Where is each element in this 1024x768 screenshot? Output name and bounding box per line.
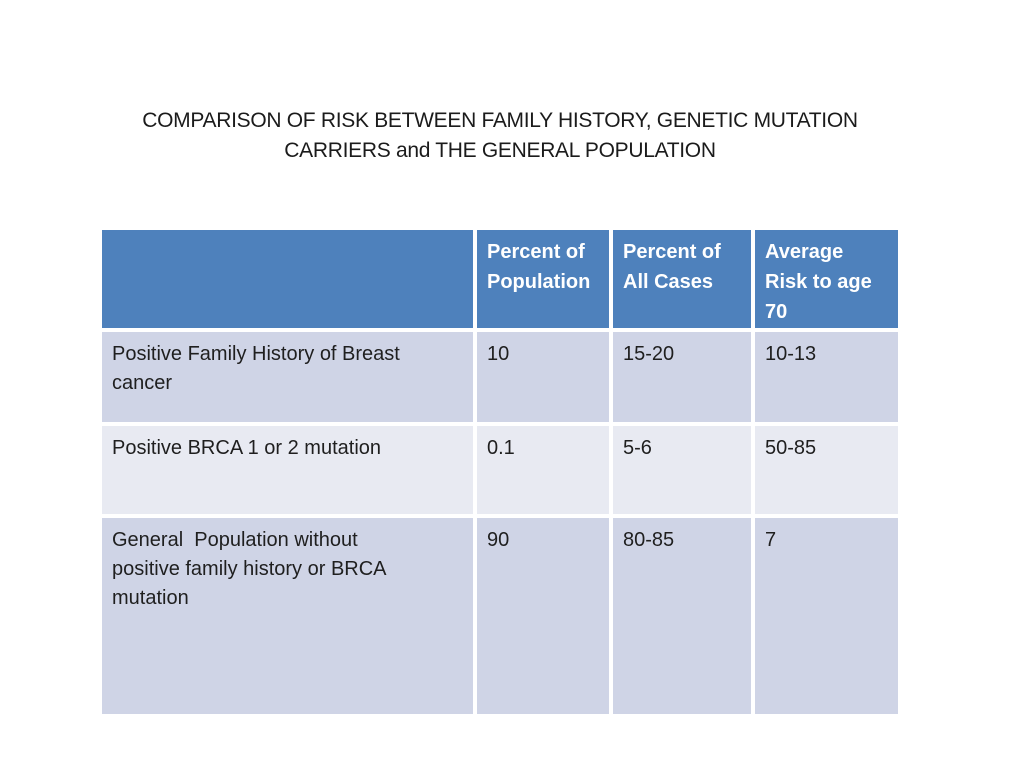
value-cell: 10	[477, 332, 609, 422]
row-label-cell-family-history: Positive Family History of Breast cancer	[102, 332, 473, 422]
comparison-table: Percent of Population Percent of All Cas…	[102, 230, 898, 714]
header-cell-row-label	[102, 230, 473, 328]
value-cell: 0.1	[477, 426, 609, 514]
row-label-cell-general-population: General Population without positive fami…	[102, 518, 473, 714]
value-cell: 50-85	[755, 426, 898, 514]
value-cell: 90	[477, 518, 609, 714]
value-cell: 5-6	[613, 426, 751, 514]
slide-title: COMPARISON OF RISK BETWEEN FAMILY HISTOR…	[142, 109, 858, 162]
value-cell: 7	[755, 518, 898, 714]
header-cell-percent-of-all-cases: Percent of All Cases	[613, 230, 751, 328]
value-cell: 15-20	[613, 332, 751, 422]
header-cell-percent-of-population: Percent of Population	[477, 230, 609, 328]
row-label-cell-brca-mutation: Positive BRCA 1 or 2 mutation	[102, 426, 473, 514]
value-cell: 10-13	[755, 332, 898, 422]
header-cell-average-risk-to-age-70: Average Risk to age 70	[755, 230, 898, 328]
value-cell: 80-85	[613, 518, 751, 714]
